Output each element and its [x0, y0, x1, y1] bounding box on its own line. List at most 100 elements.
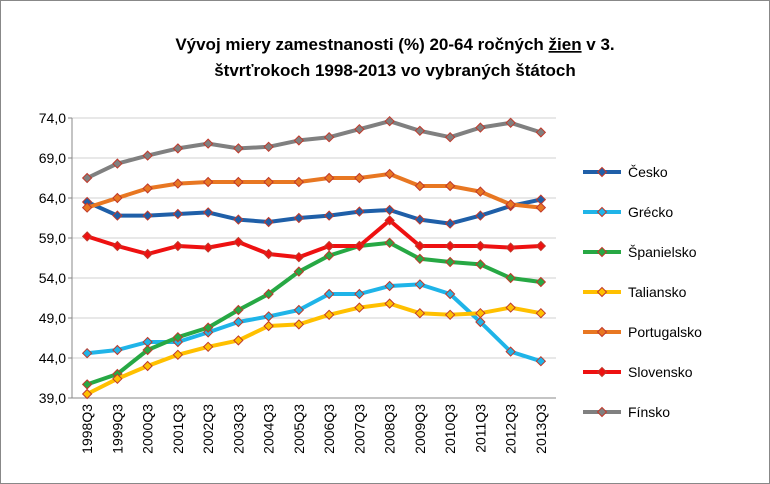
series-line: [86, 240, 542, 387]
legend-marker: [596, 206, 608, 218]
point-marker: [293, 304, 305, 316]
point-marker: [293, 135, 305, 146]
point-marker: [475, 307, 486, 319]
legend-label: Portugalsko: [628, 324, 702, 340]
point-marker: [323, 131, 335, 143]
point-marker: [475, 259, 486, 270]
point-marker: [263, 141, 274, 153]
point-marker: [414, 253, 426, 265]
point-marker: [233, 304, 244, 316]
point-marker: [414, 307, 426, 319]
point-marker: [233, 335, 244, 346]
x-tick-label: 2005Q3: [291, 404, 307, 454]
chart-title-line: Vývoj miery zamestnanosti (%) 20-64 ročn…: [175, 35, 614, 54]
x-tick-label: 2008Q3: [382, 404, 398, 454]
point-marker: [535, 202, 547, 213]
point-marker: [444, 288, 456, 300]
point-marker: [535, 240, 547, 252]
point-marker: [172, 240, 184, 252]
point-marker: [81, 388, 93, 400]
y-tick-label: 59,0: [39, 230, 66, 246]
x-tick-label: 2013Q3: [533, 404, 549, 454]
point-marker: [81, 172, 93, 184]
point-marker: [323, 250, 335, 261]
x-tick-label: 2003Q3: [230, 404, 246, 454]
point-marker: [263, 320, 274, 332]
point-marker: [535, 127, 547, 138]
point-marker: [81, 231, 93, 242]
point-marker: [112, 373, 123, 385]
x-tick-label: 2000Q3: [140, 404, 156, 454]
point-marker: [172, 178, 184, 189]
point-marker: [535, 355, 547, 367]
chart-title-line: štvrťrokoch 1998-2013 vo vybraných štáto…: [214, 61, 576, 80]
point-marker: [354, 288, 365, 300]
legend-label: Španielsko: [628, 244, 697, 260]
point-marker: [233, 236, 244, 248]
y-tick-label: 74,0: [39, 110, 66, 126]
point-marker: [444, 309, 456, 321]
y-tick-label: 44,0: [39, 350, 66, 366]
y-tick-label: 39,0: [39, 390, 66, 406]
title-part: v 3.: [582, 35, 615, 54]
point-marker: [293, 251, 305, 263]
point-marker: [293, 319, 305, 330]
point-marker: [384, 298, 395, 309]
point-marker: [323, 309, 335, 321]
x-tick-label: 2007Q3: [351, 404, 367, 454]
x-tick-label: 1999Q3: [109, 404, 125, 454]
point-marker: [323, 240, 335, 252]
point-marker: [172, 143, 184, 154]
x-tick-label: 2004Q3: [261, 404, 277, 454]
point-marker: [142, 248, 153, 260]
point-marker: [384, 115, 395, 127]
series-line: [86, 301, 542, 396]
x-tick-label: 2012Q3: [503, 404, 519, 454]
point-marker: [384, 237, 395, 249]
point-marker: [323, 210, 335, 221]
point-marker: [505, 302, 516, 313]
point-marker: [263, 288, 274, 300]
point-marker: [293, 176, 305, 188]
title-part: žien: [549, 35, 582, 54]
legend-marker: [596, 366, 608, 378]
legend-marker: [596, 166, 608, 178]
point-marker: [112, 240, 123, 252]
legend-label: Taliansko: [628, 284, 687, 300]
point-marker: [202, 242, 214, 253]
point-marker: [202, 341, 214, 353]
point-marker: [535, 276, 547, 288]
x-tick-label: 1998Q3: [79, 404, 95, 454]
point-marker: [233, 176, 244, 188]
point-marker: [142, 360, 153, 372]
point-marker: [202, 207, 214, 218]
point-marker: [233, 143, 244, 154]
legend-label: Fínsko: [628, 404, 670, 420]
point-marker: [172, 331, 184, 343]
point-marker: [263, 216, 274, 228]
point-marker: [505, 199, 516, 210]
point-marker: [414, 279, 426, 290]
point-marker: [354, 123, 365, 135]
title-part: štvrťrokoch 1998-2013 vo vybraných štáto…: [214, 61, 576, 80]
y-tick-label: 64,0: [39, 190, 66, 206]
point-marker: [354, 206, 365, 217]
x-tick-label: 2011Q3: [472, 404, 488, 453]
series-line: [86, 197, 542, 226]
point-marker: [475, 210, 486, 221]
y-tick-label: 69,0: [39, 150, 66, 166]
point-marker: [293, 212, 305, 224]
legend-marker: [596, 326, 608, 338]
x-tick-label: 2009Q3: [412, 404, 428, 454]
point-marker: [354, 302, 365, 313]
point-marker: [263, 248, 274, 260]
legend-marker: [596, 246, 608, 258]
title-part: Vývoj miery zamestnanosti (%) 20-64 ročn…: [175, 35, 548, 54]
point-marker: [202, 176, 214, 188]
point-marker: [81, 202, 93, 213]
point-marker: [142, 183, 153, 194]
point-marker: [505, 117, 516, 129]
point-marker: [172, 349, 184, 361]
point-marker: [414, 180, 426, 192]
